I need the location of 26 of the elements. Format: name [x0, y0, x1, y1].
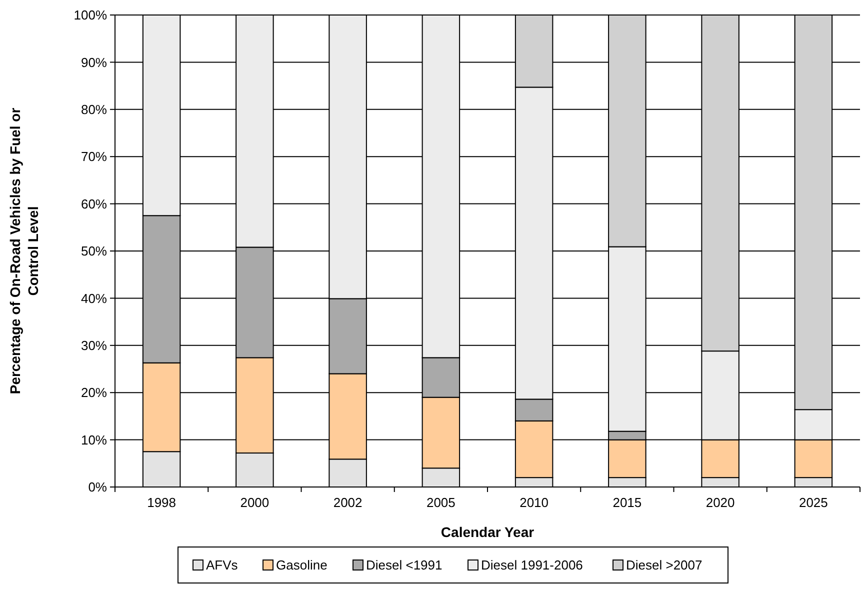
- x-tick-label: 2020: [706, 495, 735, 510]
- y-axis-title: Percentage of On-Road Vehicles by Fuel or Control Level: [7, 107, 41, 394]
- y-tick-label: 10%: [80, 432, 108, 448]
- y-tick-label: 60%: [80, 196, 108, 212]
- x-tick-label: 1998: [147, 495, 176, 510]
- y-tick-label: 20%: [80, 385, 108, 400]
- legend-label: Diesel >2007: [626, 558, 702, 573]
- x-axis-title: Calendar Year: [440, 524, 535, 540]
- y-tick-label: 90%: [80, 54, 108, 70]
- y-tick-label: 80%: [80, 102, 108, 117]
- x-tick-label: 2015: [612, 495, 642, 510]
- y-tick-label: 40%: [80, 290, 108, 306]
- y-tick-label: 70%: [80, 149, 108, 164]
- x-tick-label: 2005: [426, 495, 456, 510]
- x-tick-label: 2025: [798, 495, 828, 510]
- legend-label: Diesel 1991-2006: [481, 558, 583, 573]
- legend-label: AFVs: [206, 558, 238, 573]
- x-tick-label: 2002: [333, 495, 362, 510]
- legend-label: Diesel <1991: [366, 558, 442, 573]
- y-tick-label: 0%: [88, 480, 108, 495]
- y-tick-label: 100%: [74, 8, 108, 23]
- y-tick-label: 50%: [80, 244, 108, 259]
- legend-label: Gasoline: [276, 558, 328, 573]
- x-tick-label: 2010: [520, 495, 549, 510]
- x-tick-label: 2000: [240, 495, 270, 510]
- y-tick-label: 30%: [80, 338, 108, 353]
